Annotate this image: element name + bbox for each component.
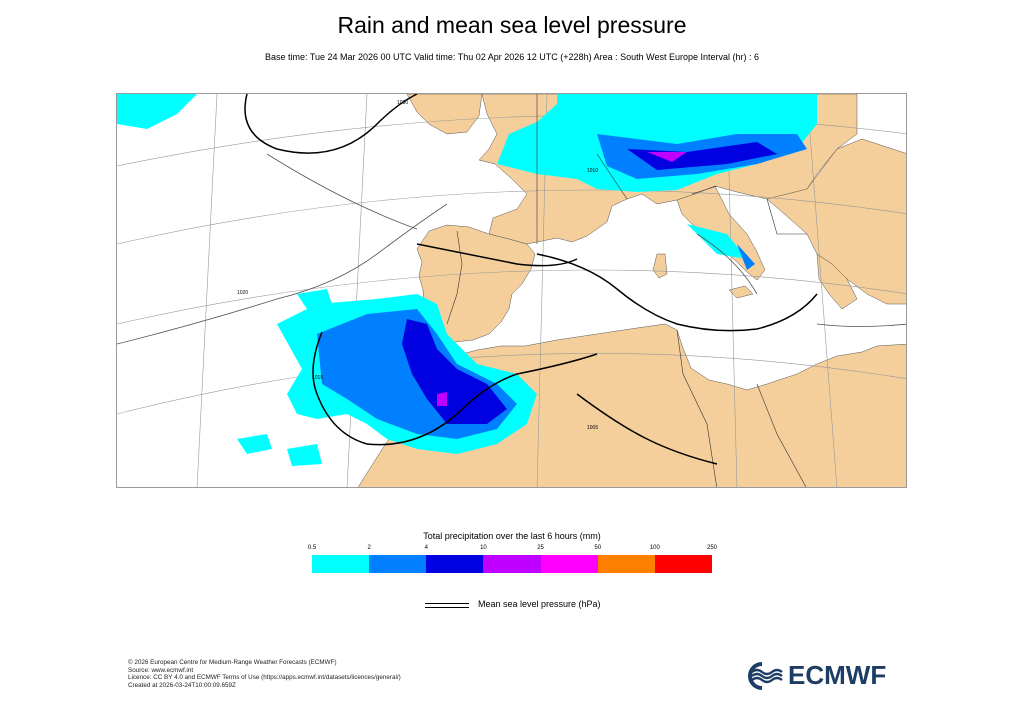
isobar-1010: [536, 253, 818, 332]
map-canvas: 1030 1020 1015 1010 1005: [117, 94, 906, 487]
land-britain: [406, 94, 483, 135]
land-sicily: [728, 285, 754, 299]
colorbar-tick: 50: [594, 545, 602, 551]
colorbar-cell: [654, 555, 712, 573]
colorbar-tick: 250: [706, 545, 718, 551]
colorbar-title: Total precipitation over the last 6 hour…: [423, 531, 601, 541]
colorbar-tick: 2: [367, 545, 371, 551]
colorbar-tick: 25: [537, 545, 544, 551]
colorbar-ticks: 0.5 2 4 10 25 50 100 250: [308, 545, 717, 555]
ecmwf-logo-icon: [748, 661, 784, 690]
isobar-1015: [312, 331, 598, 446]
footer-line: Licence: CC BY 4.0 and ECMWF Terms of Us…: [128, 674, 401, 682]
country-borders: [446, 94, 807, 487]
land-balkans: [766, 138, 906, 305]
ecmwf-logo-text: ECMWF: [788, 660, 887, 690]
footer-credits: © 2026 European Centre for Medium-Range …: [128, 659, 401, 689]
pressure-legend-label: Mean sea level pressure (hPa): [478, 599, 601, 609]
colorbar-cell: [312, 555, 370, 573]
footer-line: Created at 2026-03-24T10:00:09.659Z: [128, 681, 236, 689]
isobar-1020: [416, 243, 578, 267]
pressure-legend-line: [425, 603, 469, 604]
colorbar-cell: [483, 555, 541, 573]
isobar-label-1030: 1030: [397, 100, 408, 106]
colorbar-cell: [369, 555, 427, 573]
isobar-lines: [244, 94, 818, 465]
isobar-labels: 1030 1020 1015 1010 1005: [237, 100, 598, 431]
colorbar-cell: [426, 555, 484, 573]
chart-title: Rain and mean sea level pressure: [337, 12, 687, 38]
footer-line: Source: www.ecmwf.int: [128, 666, 194, 674]
colorbar-tick: 4: [424, 545, 428, 551]
colorbar: [312, 555, 712, 573]
isobar-thin-lines: [117, 153, 906, 345]
isobar-label-1010: 1010: [587, 168, 598, 174]
isobar-1030: [244, 94, 418, 154]
isobar-label-1005: 1005: [587, 425, 598, 431]
colorbar-cell: [597, 555, 655, 573]
colorbar-tick: 10: [480, 545, 487, 551]
precipitation-areas: [117, 94, 817, 466]
isobar-1005: [576, 393, 718, 465]
colorbar-tick: 0.5: [307, 545, 317, 551]
isobar-label-1015: 1015: [312, 375, 323, 381]
chart-subtitle: Base time: Tue 24 Mar 2026 00 UTC Valid …: [264, 52, 759, 62]
colorbar-tick: 100: [649, 545, 660, 551]
weather-map: 1030 1020 1015 1010 1005: [116, 93, 907, 488]
ecmwf-logo: ECMWF: [748, 660, 886, 691]
pressure-legend-line: [425, 607, 469, 608]
footer-line: © 2026 European Centre for Medium-Range …: [128, 659, 337, 666]
isobar-label-1020: 1020: [237, 290, 248, 296]
land-greece: [816, 253, 858, 310]
land-sardinia: [652, 253, 668, 279]
colorbar-cell: [540, 555, 598, 573]
